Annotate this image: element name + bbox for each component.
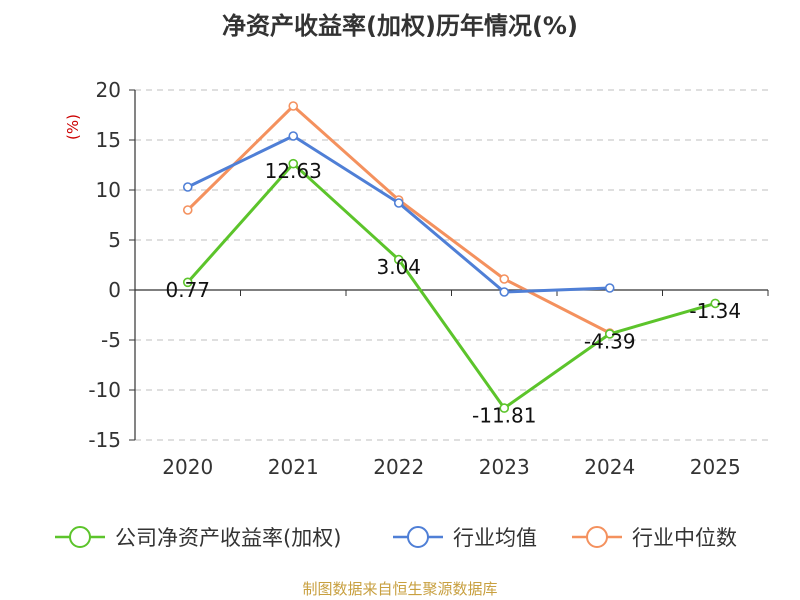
legend-marker-icon [407,526,429,548]
x-tick-label: 2020 [162,455,213,479]
data-label: 3.04 [376,255,421,279]
data-label: 0.77 [165,278,210,302]
source-note: 制图数据来自恒生聚源数据库 [302,580,497,598]
series-point-0 [604,329,615,339]
x-tick-label: 2022 [373,455,424,479]
legend-label: 行业中位数 [632,526,737,550]
y-tick-label: -15 [88,428,121,452]
series-line-0 [186,162,716,410]
series-point-2 [288,101,299,111]
legend-marker-icon [586,526,608,548]
series-point-0 [182,277,193,288]
x-tick-label: 2023 [479,455,530,479]
series-point-0 [499,403,510,413]
data-label: -11.81 [472,404,536,428]
data-label: 12.63 [265,159,322,183]
axis-layer: 20 15 10 5 0 -5 -10 -15 2020 2021 2022 2023 2024 2025 [88,78,769,479]
data-label-layer: 0.77 12.63 3.04 -11.81 -4.39 -1.34 [165,159,741,427]
x-tick-label: 2021 [268,455,319,479]
y-axis-unit-label: (%) [64,114,82,140]
y-tick-label: 0 [108,278,121,302]
y-tick-label: 15 [96,128,121,152]
legend: 公司净资产收益率(加权) 行业均值 行业中位数 [55,526,737,550]
legend-label: 公司净资产收益率(加权) [115,526,341,550]
series-point-2 [499,274,510,284]
y-tick-label: 10 [96,178,121,202]
x-tick-label: 2024 [584,455,635,479]
y-tick-label: -10 [88,378,121,402]
legend-marker-icon [69,526,91,548]
legend-label: 行业均值 [453,526,537,550]
series-point-1 [182,182,193,192]
grid-layer [135,89,768,441]
series-point-0 [288,158,299,169]
y-tick-label: 20 [96,78,121,102]
series-point-2 [182,205,193,215]
series-point-1 [288,131,299,141]
x-tick-label: 2025 [690,455,741,479]
data-label: -4.39 [584,329,636,353]
chart-title: 净资产收益率(加权)历年情况(%) [222,12,578,40]
data-label: -1.34 [689,299,741,323]
series-point-1 [393,198,404,208]
series-point-0 [393,254,404,265]
series-point-1 [499,287,510,297]
series-point-1 [604,283,615,293]
y-tick-label: -5 [101,328,121,352]
y-tick-label: 5 [108,228,121,252]
series-layer [182,101,721,413]
series-point-0 [710,298,721,309]
